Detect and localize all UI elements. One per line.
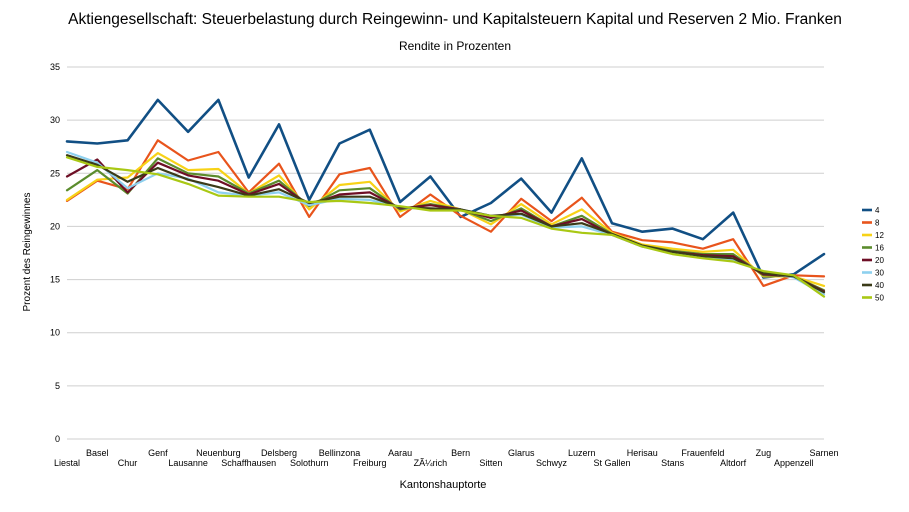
x-tick-label: Sitten <box>479 458 502 468</box>
legend: 4 8 12 16 20 30 40 50 <box>862 206 884 303</box>
x-tick-label: Schwyz <box>536 458 568 468</box>
legend-label: 20 <box>875 256 884 265</box>
y-tick-label: 15 <box>50 275 60 285</box>
x-tick-label: ZÃ¼rich <box>414 458 448 468</box>
x-tick-label: St Gallen <box>594 458 631 468</box>
x-tick-label: Neuenburg <box>196 448 241 458</box>
legend-label: 40 <box>875 281 884 290</box>
x-axis-ticks: LiestalBaselChurGenfLausanneNeuenburgSch… <box>54 448 839 468</box>
legend-label: 8 <box>875 219 880 228</box>
y-tick-label: 35 <box>50 62 60 72</box>
series-line-8 <box>65 139 826 287</box>
x-tick-label: Herisau <box>627 448 658 458</box>
x-tick-label: Freiburg <box>353 458 387 468</box>
x-tick-label: Chur <box>118 458 138 468</box>
x-tick-label: Frauenfeld <box>681 448 724 458</box>
legend-label: 16 <box>875 244 884 253</box>
series-line-20 <box>65 158 826 293</box>
y-tick-label: 5 <box>55 381 60 391</box>
series-line-12 <box>65 152 826 287</box>
legend-label: 50 <box>875 294 884 303</box>
chart-subtitle: Rendite in Prozenten <box>399 39 511 53</box>
x-tick-label: Luzern <box>568 448 596 458</box>
chart-title: Aktiengesellschaft: Steuerbelastung durc… <box>68 11 842 28</box>
x-tick-label: Genf <box>148 448 168 458</box>
x-tick-label: Altdorf <box>720 458 747 468</box>
x-tick-label: Basel <box>86 448 109 458</box>
x-tick-label: Solothurn <box>290 458 329 468</box>
x-tick-label: Appenzell <box>774 458 814 468</box>
series-line-4 <box>65 98 826 279</box>
x-tick-label: Schaffhausen <box>221 458 276 468</box>
x-tick-label: Lausanne <box>168 458 208 468</box>
y-tick-label: 25 <box>50 168 60 178</box>
x-axis-label: Kantonshauptorte <box>400 479 487 491</box>
x-tick-label: Liestal <box>54 458 80 468</box>
series-lines <box>65 98 826 298</box>
y-axis-label: Prozent des Reingewinnes <box>22 193 33 312</box>
x-tick-label: Zug <box>756 448 772 458</box>
y-tick-label: 0 <box>55 434 60 444</box>
x-tick-label: Bellinzona <box>319 448 361 458</box>
series-line-50 <box>65 156 826 298</box>
y-tick-label: 10 <box>50 328 60 338</box>
series-line-40 <box>65 154 826 294</box>
x-tick-label: Delsberg <box>261 448 297 458</box>
x-tick-label: Glarus <box>508 448 535 458</box>
y-tick-label: 20 <box>50 221 60 231</box>
y-tick-label: 30 <box>50 115 60 125</box>
x-tick-label: Bern <box>451 448 470 458</box>
x-tick-label: Stans <box>661 458 685 468</box>
x-tick-label: Sarnen <box>809 448 838 458</box>
legend-label: 12 <box>875 231 884 240</box>
legend-label: 4 <box>875 206 880 215</box>
y-axis-ticks: 0 5 10 15 20 25 30 35 <box>50 62 60 444</box>
x-tick-label: Aarau <box>388 448 412 458</box>
legend-label: 30 <box>875 269 884 278</box>
